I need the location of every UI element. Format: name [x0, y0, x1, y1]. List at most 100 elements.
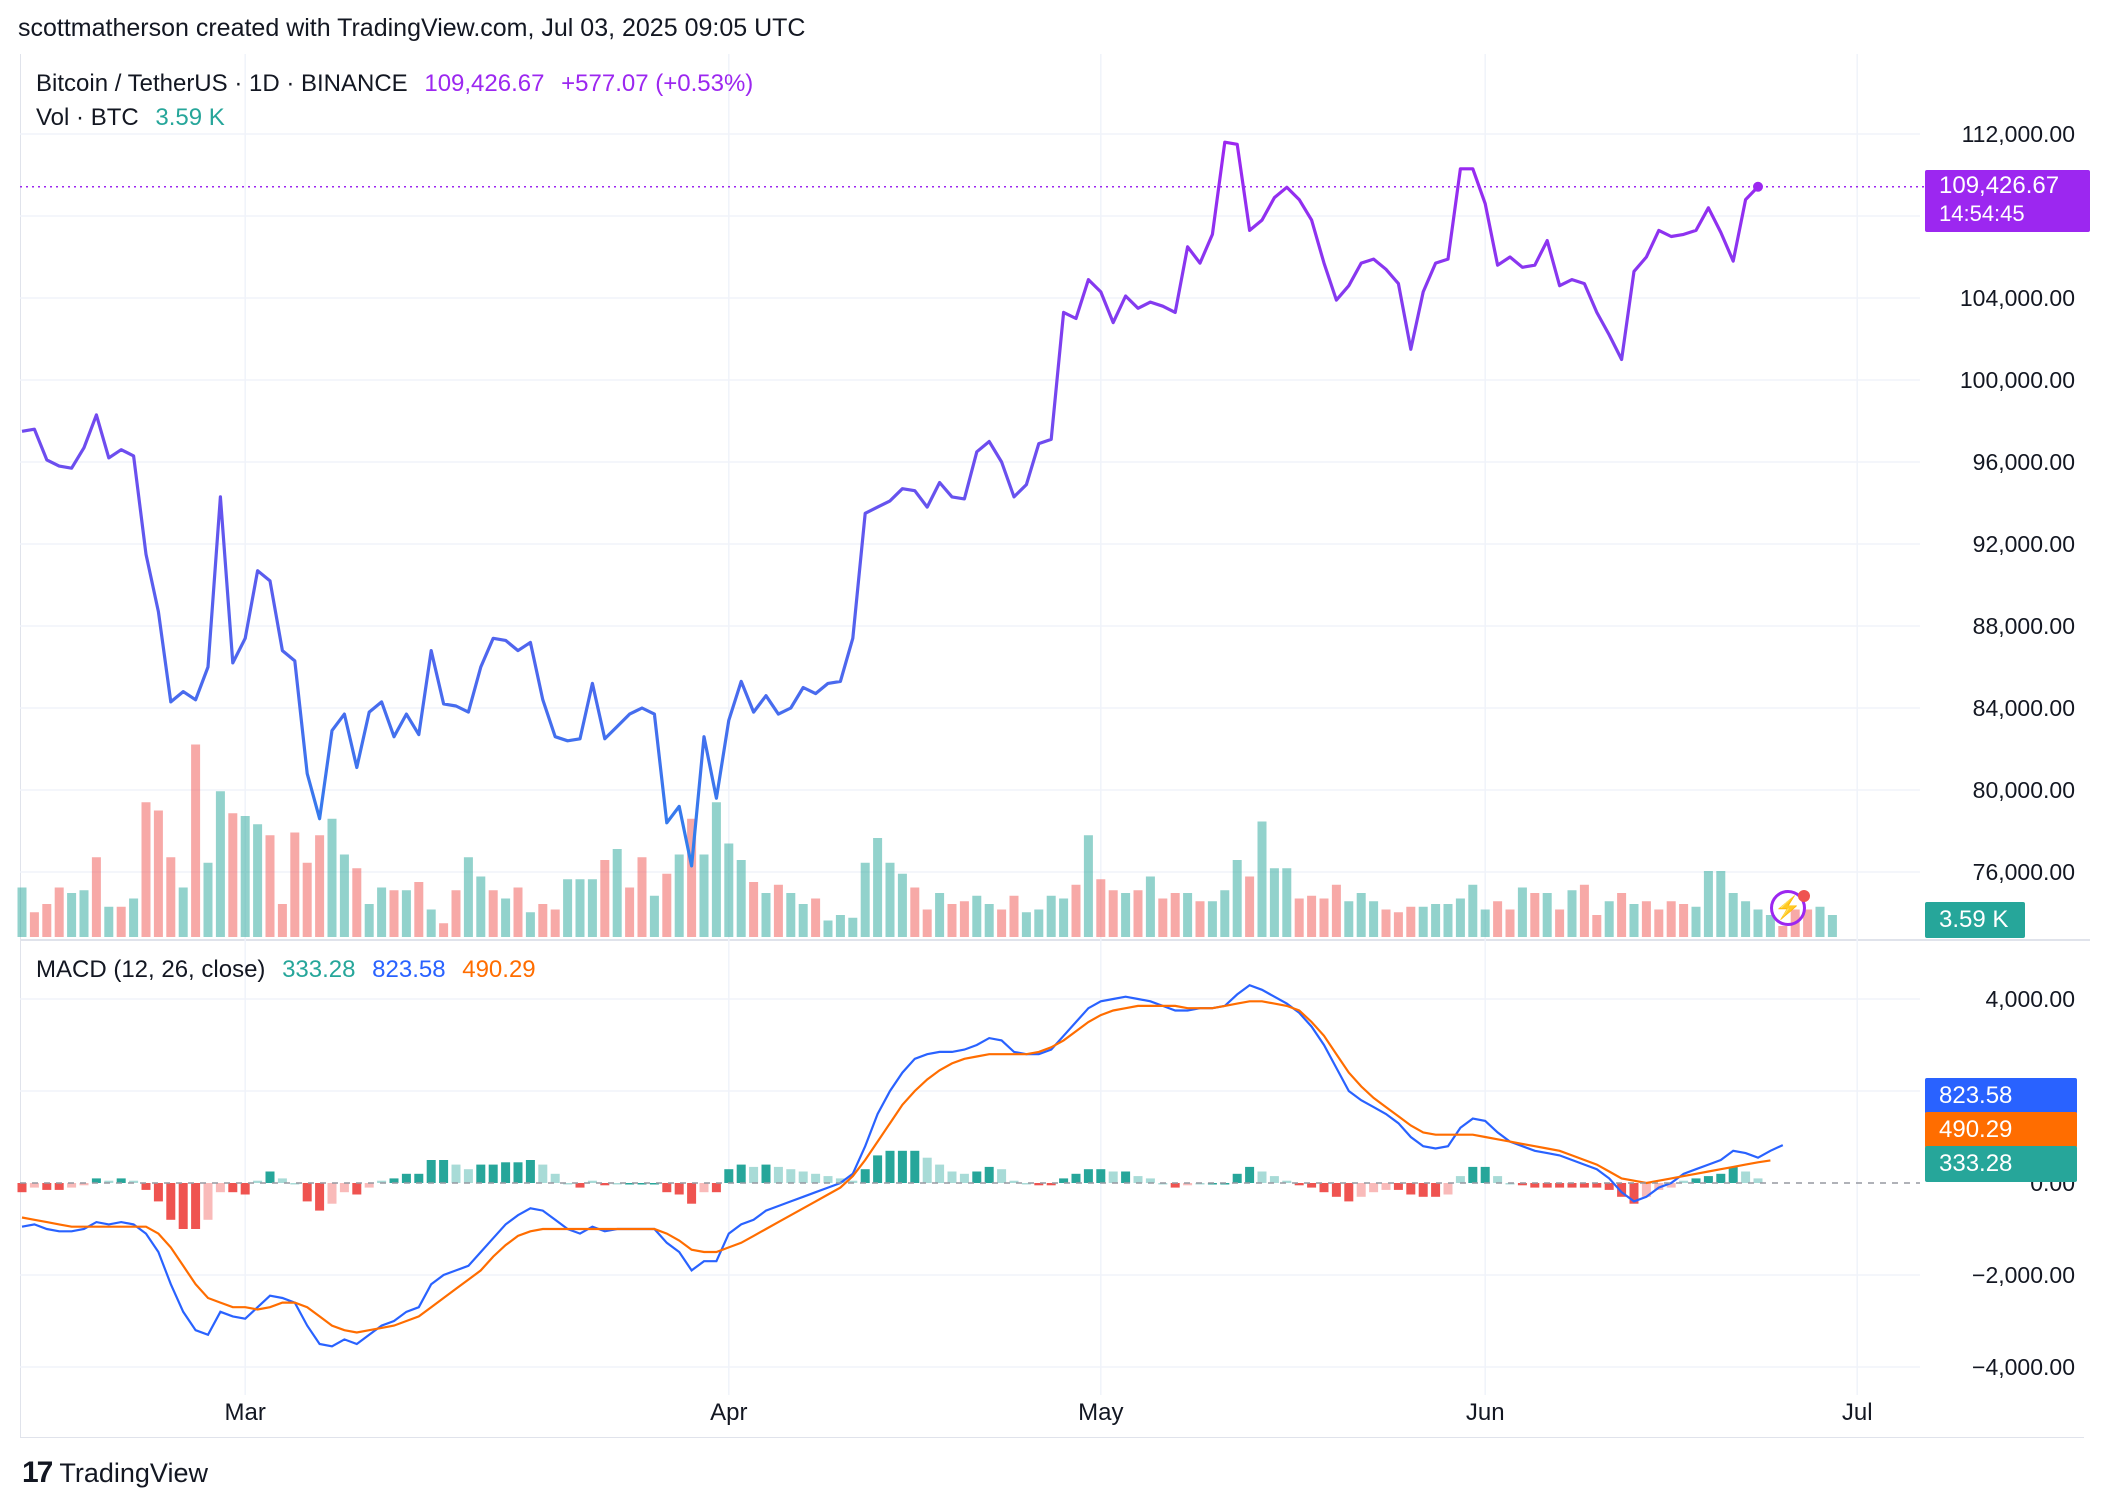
macd-histogram-bar	[1257, 1171, 1267, 1183]
price-tick-label: 88,000.00	[1973, 613, 2075, 639]
macd-histogram-bar	[414, 1173, 424, 1183]
volume-bar	[550, 909, 560, 937]
volume-bar	[1121, 893, 1131, 937]
macd-histogram-bar	[848, 1180, 858, 1183]
footer-brand: TradingView	[59, 1457, 208, 1488]
macd-histogram-bar	[1431, 1183, 1441, 1197]
volume-bar	[736, 860, 746, 937]
volume-bar	[699, 854, 709, 937]
volume-bar	[984, 904, 994, 937]
macd-histogram-bar	[1133, 1176, 1143, 1183]
volume-bar	[253, 824, 263, 937]
macd-histogram-bar	[910, 1150, 920, 1183]
macd-tick-label: −4,000.00	[1972, 1354, 2075, 1380]
volume-bar	[116, 906, 126, 937]
macd-histogram-bar	[1245, 1166, 1255, 1183]
volume-bar	[501, 898, 511, 937]
macd-histogram-bar	[959, 1173, 969, 1183]
macd-histogram-bar	[786, 1169, 796, 1183]
macd-histogram-bar	[1071, 1173, 1081, 1183]
volume-bar	[17, 887, 27, 937]
macd-histogram-bar	[1046, 1183, 1056, 1186]
macd-histogram-bar	[674, 1183, 684, 1195]
macd-histogram-bar	[104, 1180, 114, 1183]
price-tick-label: 100,000.00	[1960, 367, 2075, 393]
volume-bar	[302, 862, 312, 937]
macd-histogram-bar	[67, 1183, 77, 1188]
macd-histogram-bar	[215, 1183, 225, 1193]
series-lines	[20, 140, 1925, 1348]
time-axis: Mar Apr May Jun Jul	[225, 1399, 1873, 1426]
time-tick-label: Jun	[1466, 1399, 1505, 1426]
volume-bar	[724, 843, 734, 937]
volume-bar	[1046, 895, 1056, 937]
volume-bar	[1170, 893, 1180, 937]
macd-histogram-bar	[364, 1183, 374, 1188]
volume-bar	[1431, 904, 1441, 937]
volume-bar	[897, 873, 907, 937]
volume-bar	[463, 857, 473, 937]
volume-bar	[563, 879, 573, 937]
volume-label: Vol · BTC	[36, 104, 139, 131]
macd-histogram-bar	[1294, 1183, 1304, 1186]
time-tick-label: Mar	[225, 1399, 266, 1426]
macd-signal-badge: 490.29	[1925, 1112, 2077, 1148]
macd-signal-line	[21, 1000, 1771, 1334]
macd-histogram-bar	[600, 1183, 610, 1186]
volume-bar	[42, 904, 52, 937]
macd-histogram-bar	[79, 1183, 89, 1186]
volume-bar	[141, 802, 151, 937]
macd-histogram-bar	[947, 1171, 957, 1183]
volume-bar	[290, 832, 300, 937]
volume-bar	[1145, 876, 1155, 937]
volume-bar	[228, 813, 238, 937]
volume-bar	[823, 920, 833, 937]
macd-histogram-bar	[1059, 1178, 1069, 1183]
volume-bar	[1418, 906, 1428, 937]
macd-histogram-bar	[699, 1183, 709, 1193]
volume-bar	[885, 862, 895, 937]
volume-bar	[786, 893, 796, 937]
macd-histogram-bar	[749, 1166, 759, 1183]
macd-histogram-bar	[1034, 1183, 1044, 1186]
volume-bar	[1369, 901, 1379, 937]
macd-histogram-bar	[1170, 1183, 1180, 1188]
macd-line-badge: 823.58	[1925, 1078, 2077, 1114]
price-line	[21, 140, 1760, 868]
volume-bar	[1059, 898, 1069, 937]
macd-histogram-bar	[302, 1183, 312, 1202]
macd-histogram-bar	[835, 1178, 845, 1183]
macd-histogram-bar	[1121, 1171, 1131, 1183]
macd-histogram-bar	[811, 1173, 821, 1183]
volume-bar	[1753, 909, 1763, 937]
volume-bar	[1666, 901, 1676, 937]
macd-histogram-bar	[736, 1164, 746, 1183]
lightning-icon: ⚡	[1774, 895, 1802, 920]
volume-bar	[637, 857, 647, 937]
macd-histogram-bar	[315, 1183, 325, 1211]
macd-histogram-bar	[439, 1160, 449, 1183]
volume-bar	[352, 868, 362, 937]
macd-histogram-bar	[1455, 1176, 1465, 1183]
macd-histogram-bar	[873, 1155, 883, 1183]
macd-histogram-bar	[1356, 1183, 1366, 1197]
macd-histogram-bar	[327, 1183, 337, 1204]
volume-bar	[972, 895, 982, 937]
macd-histogram-bar	[166, 1183, 176, 1220]
macd-line	[21, 983, 1784, 1348]
price-tick-label: 112,000.00	[1962, 121, 2075, 147]
macd-histogram-bar	[935, 1164, 945, 1183]
macd-histogram-bar	[1691, 1178, 1701, 1183]
macd-histogram-bar	[1468, 1166, 1478, 1183]
replay-button[interactable]: ⚡	[1770, 890, 1806, 926]
volume-bar	[1579, 884, 1589, 937]
volume-bar	[761, 893, 771, 937]
macd-histogram-bar	[922, 1157, 932, 1183]
volume-bar	[1294, 898, 1304, 937]
volume-bar	[1269, 868, 1279, 937]
grid	[20, 54, 2090, 1395]
macd-histogram-bar	[649, 1183, 659, 1185]
macd-histogram-bar	[1641, 1183, 1651, 1197]
volume-bar	[1344, 901, 1354, 937]
